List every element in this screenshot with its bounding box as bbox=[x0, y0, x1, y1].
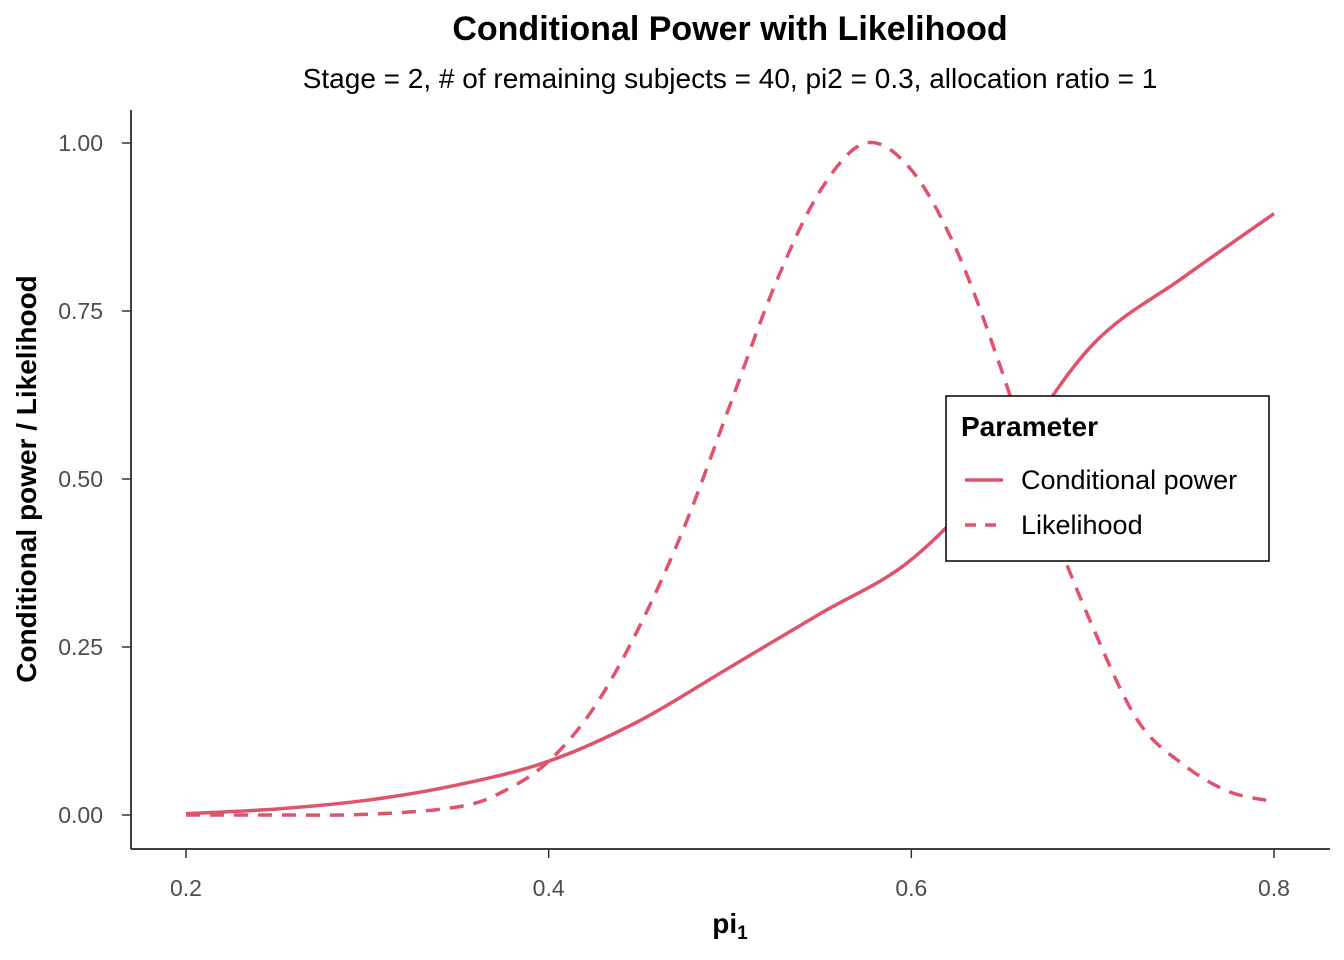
y-tick-label: 1.00 bbox=[58, 130, 103, 156]
y-tick-label: 0.50 bbox=[58, 466, 103, 492]
legend-title: Parameter bbox=[961, 411, 1098, 442]
series-line-conditional-power bbox=[185, 212, 1276, 816]
x-axis-title: pi1 bbox=[712, 908, 748, 944]
y-tick-label: 0.75 bbox=[58, 298, 103, 324]
legend-label-conditional-power: Conditional power bbox=[1021, 465, 1237, 495]
series-line-likelihood bbox=[185, 140, 1275, 817]
chart-subtitle: Stage = 2, # of remaining subjects = 40,… bbox=[303, 63, 1158, 94]
x-axis-title-subscript: 1 bbox=[737, 923, 748, 944]
y-axis: 0.00 0.25 0.50 0.75 1.00 bbox=[58, 110, 132, 849]
x-tick-label: 0.6 bbox=[895, 875, 927, 901]
x-tick-label: 0.4 bbox=[533, 875, 565, 901]
x-tick-label: 0.8 bbox=[1258, 875, 1290, 901]
y-tick-label: 0.00 bbox=[58, 802, 103, 828]
legend-label-likelihood: Likelihood bbox=[1021, 510, 1143, 540]
series-layer bbox=[185, 140, 1276, 817]
x-axis: 0.2 0.4 0.6 0.8 bbox=[131, 848, 1330, 901]
x-axis-title-main: pi bbox=[712, 908, 737, 939]
legend: Parameter Conditional power Likelihood bbox=[945, 395, 1270, 562]
y-axis-title: Conditional power / Likelihood bbox=[11, 275, 42, 683]
chart-title: Conditional Power with Likelihood bbox=[452, 10, 1007, 48]
y-tick-label: 0.25 bbox=[58, 634, 103, 660]
x-tick-label: 0.2 bbox=[170, 875, 202, 901]
